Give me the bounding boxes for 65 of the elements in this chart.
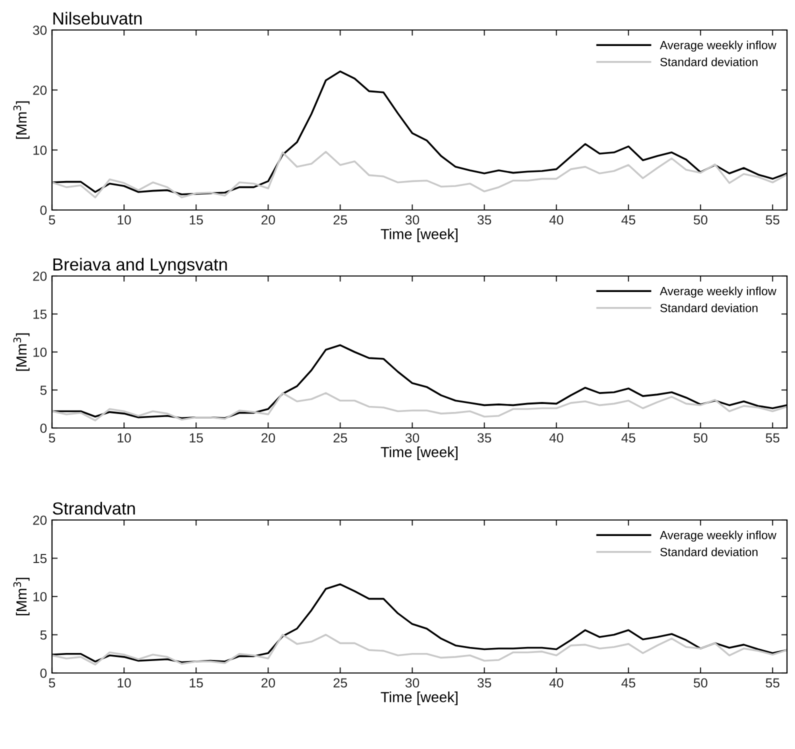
y-tick-label: 0 <box>40 668 47 678</box>
x-tick-label: 40 <box>549 678 564 688</box>
legend-label: Average weekly inflow <box>660 530 776 542</box>
x-tick-label: 55 <box>766 433 780 443</box>
chart-title: Nilsebuvatn <box>53 12 142 25</box>
y-tick-label: 30 <box>32 26 47 35</box>
y-axis-title: [Mm$^{3}$] <box>13 101 30 139</box>
line-series <box>52 392 787 422</box>
y-axis-title: [Mm$^{3}$] <box>13 333 30 371</box>
x-tick-label: 45 <box>621 215 636 225</box>
x-tick-label: 40 <box>549 433 564 443</box>
x-tick-label: 20 <box>262 678 275 688</box>
legend-label: Average weekly inflow <box>660 286 776 298</box>
x-axis-title: Time [week] <box>380 692 458 706</box>
y-tick-label: 20 <box>33 516 47 525</box>
chart-title: Strandvatn <box>52 502 135 515</box>
x-tick-label: 5 <box>48 433 56 443</box>
x-tick-label: 10 <box>118 215 131 225</box>
x-tick-label: 55 <box>766 215 780 225</box>
x-tick-label: 15 <box>190 215 203 225</box>
y-tick-label: 0 <box>40 206 47 215</box>
y-tick-label: 5 <box>40 630 47 640</box>
x-tick-label: 20 <box>262 215 275 225</box>
y-tick-label: 10 <box>33 146 47 155</box>
x-tick-label: 45 <box>621 433 636 443</box>
x-tick-label: 40 <box>549 215 564 225</box>
x-tick-label: 35 <box>478 678 492 688</box>
x-tick-label: 35 <box>478 215 492 225</box>
x-tick-label: 50 <box>694 678 708 688</box>
x-tick-label: 10 <box>118 678 131 688</box>
x-tick-label: 5 <box>48 678 56 688</box>
x-tick-label: 45 <box>621 678 636 688</box>
x-tick-label: 30 <box>405 433 420 443</box>
y-tick-label: 10 <box>33 592 47 602</box>
legend-label: Average weekly inflow <box>660 40 776 52</box>
x-tick-label: 25 <box>334 215 348 225</box>
y-tick-label: 20 <box>33 86 47 95</box>
y-axis-title: [Mm$^{3}$] <box>13 578 30 616</box>
x-tick-label: 30 <box>405 215 420 225</box>
x-tick-label: 15 <box>190 433 203 443</box>
legend-label: Standard deviation <box>660 548 758 556</box>
y-tick-label: 15 <box>33 310 47 319</box>
legend-label: Standard deviation <box>660 58 758 66</box>
line-series <box>52 150 787 198</box>
x-tick-label: 20 <box>262 433 275 443</box>
y-tick-label: 20 <box>33 272 47 281</box>
chart-title: Breiava and Lyngsvatn <box>53 258 227 274</box>
x-tick-label: 10 <box>118 433 131 443</box>
x-tick-label: 15 <box>190 678 203 688</box>
x-tick-label: 25 <box>334 433 348 443</box>
x-tick-label: 30 <box>405 678 420 688</box>
x-tick-label: 50 <box>694 215 708 225</box>
y-tick-label: 0 <box>40 424 47 433</box>
line-series <box>52 634 787 666</box>
x-tick-label: 5 <box>48 215 56 225</box>
y-tick-label: 15 <box>33 554 47 564</box>
y-tick-label: 10 <box>33 348 47 357</box>
x-tick-label: 55 <box>766 678 780 688</box>
y-tick-label: 5 <box>40 386 47 395</box>
x-tick-label: 50 <box>694 433 708 443</box>
x-tick-label: 25 <box>334 678 348 688</box>
x-axis-title: Time [week] <box>380 228 458 242</box>
x-tick-label: 35 <box>478 433 492 443</box>
legend-label: Standard deviation <box>660 304 758 312</box>
x-axis-title: Time [week] <box>380 446 458 460</box>
